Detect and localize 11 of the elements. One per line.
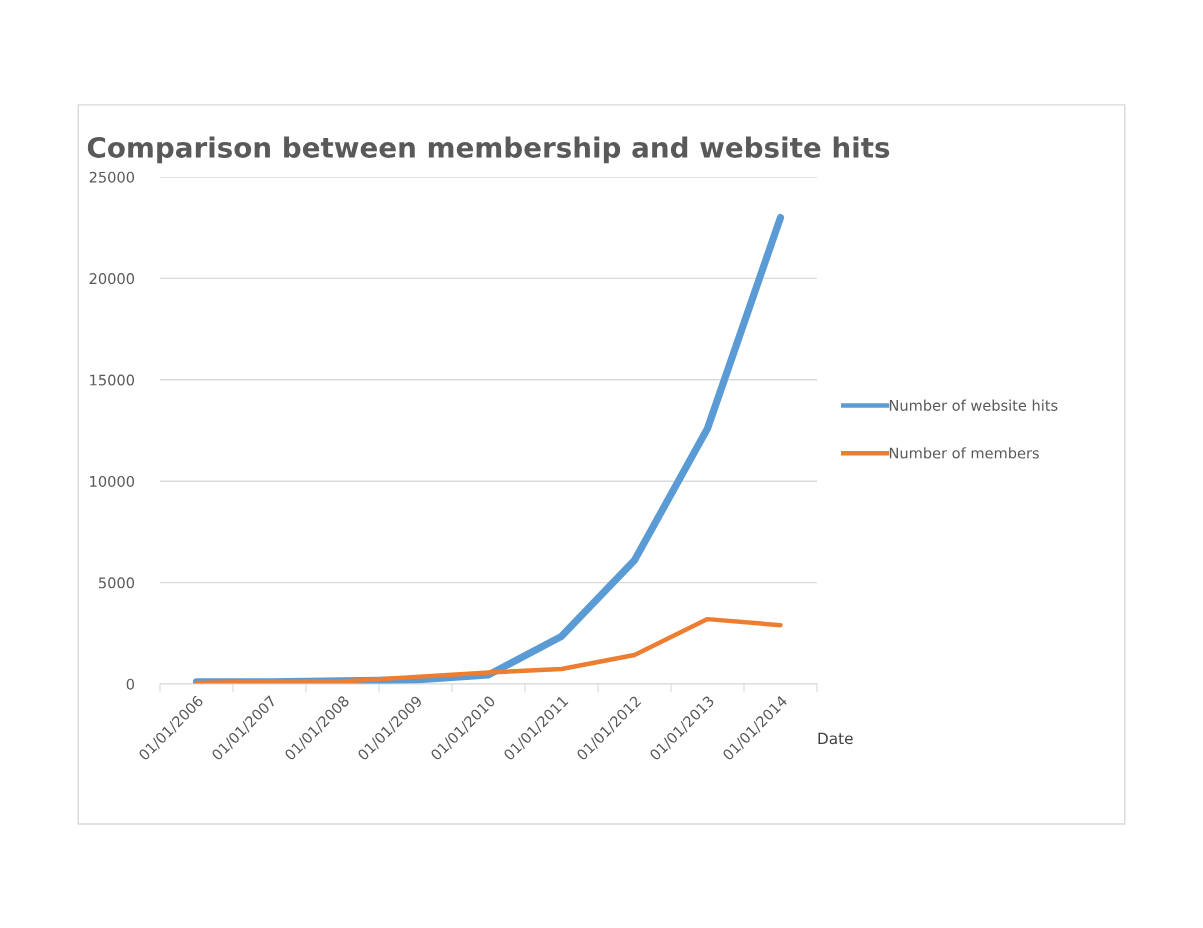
legend-label: Number of website hits: [889, 399, 1058, 411]
chart-title: Comparison between membership and website hits: [87, 136, 890, 164]
y-tick-label: 10000: [90, 475, 135, 487]
x-axis-title: Date: [818, 732, 853, 745]
y-tick-label: 5000: [99, 577, 135, 589]
line-series: [194, 616, 783, 684]
y-tick-label: 20000: [89, 273, 135, 285]
legend-label: Number of members: [889, 447, 1039, 459]
y-tick-label: 25000: [89, 171, 135, 183]
y-tick-label: 0: [126, 678, 135, 690]
y-tick-label: 15000: [90, 374, 135, 386]
